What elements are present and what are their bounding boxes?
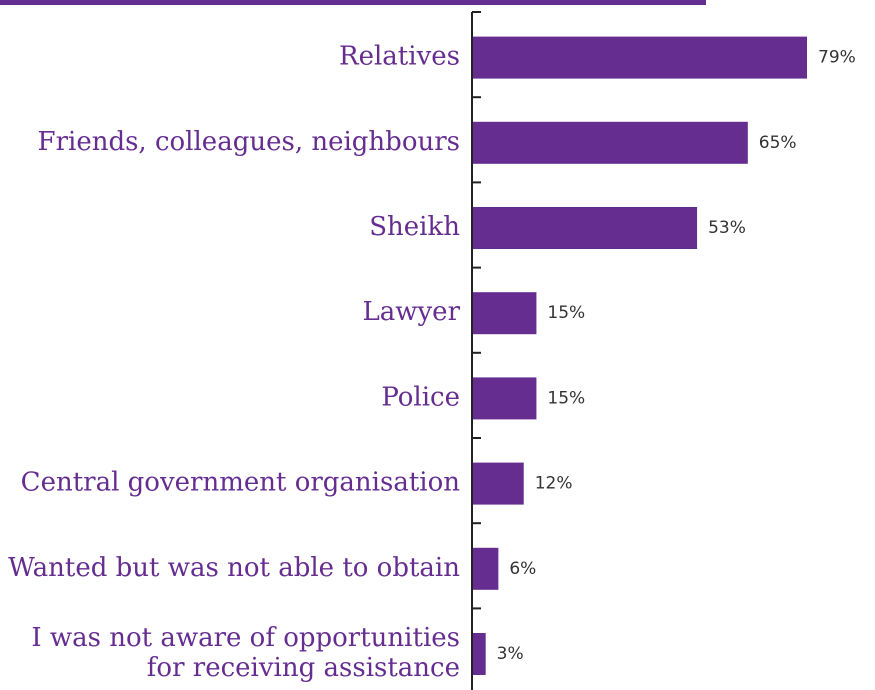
bar — [473, 377, 537, 420]
category-label: I was not aware of opportunities for rece… — [31, 623, 460, 683]
category-label: Sheikh — [369, 212, 460, 242]
category-label-line: Lawyer — [362, 297, 460, 327]
value-label: 6% — [509, 559, 536, 579]
bar — [473, 462, 524, 505]
y-axis — [471, 11, 481, 690]
category-label-line: I was not aware of opportunities — [31, 623, 460, 653]
category-label: Relatives — [339, 42, 460, 72]
top-rule — [0, 0, 706, 5]
value-label: 15% — [547, 388, 585, 408]
category-label: Friends, colleagues, neighbours — [38, 127, 460, 157]
bar — [473, 121, 748, 164]
value-labels: 79% 65% 53% 15% 15% 12% 6% 3% — [497, 48, 856, 664]
bar — [473, 292, 537, 335]
category-label-line: for receiving assistance — [147, 653, 460, 683]
bars-group — [473, 36, 807, 675]
category-label: Central government organisation — [21, 468, 461, 498]
value-label: 53% — [708, 218, 746, 238]
category-label: Police — [381, 382, 460, 412]
category-labels: Relatives Friends, colleagues, neighbours… — [8, 42, 460, 683]
category-label-line: Relatives — [339, 42, 460, 72]
value-label: 12% — [535, 474, 573, 494]
category-label-line: Central government organisation — [21, 468, 461, 498]
category-label-line: Sheikh — [369, 212, 460, 242]
category-label-line: Police — [381, 382, 460, 412]
bar — [473, 36, 807, 79]
bar — [473, 547, 499, 590]
value-label: 79% — [818, 48, 856, 68]
category-label: Wanted but was not able to obtain — [8, 553, 460, 583]
category-label: Lawyer — [362, 297, 460, 327]
bar — [473, 633, 486, 675]
value-label: 65% — [759, 133, 797, 153]
bar — [473, 207, 698, 249]
value-label: 3% — [497, 644, 524, 664]
category-label-line: Wanted but was not able to obtain — [8, 553, 460, 583]
category-label-line: Friends, colleagues, neighbours — [38, 127, 460, 157]
value-label: 15% — [547, 303, 585, 323]
